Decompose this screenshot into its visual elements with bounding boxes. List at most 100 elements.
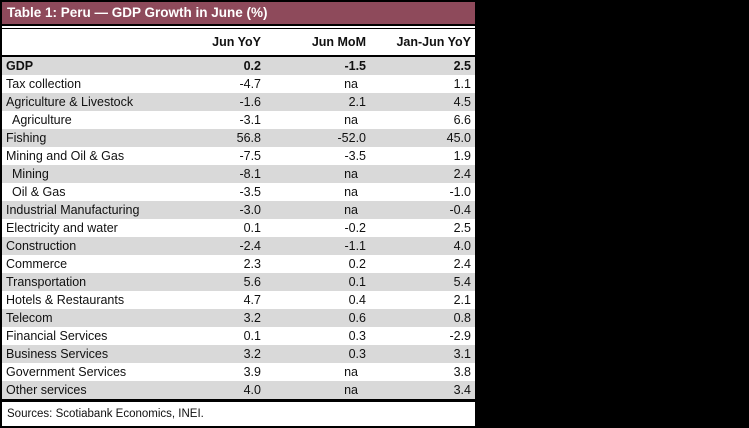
table-row: Fishing 56.8 -52.0 45.0 (2, 129, 475, 147)
row-value: 3.2 (243, 347, 261, 361)
column-header-jun-mom: Jun MoM (311, 35, 366, 49)
table-row: Mining -8.1 na 2.4 (2, 165, 475, 183)
row-value: -8.1 (239, 167, 261, 181)
row-label: Agriculture & Livestock (6, 95, 134, 109)
row-value: na (344, 203, 358, 217)
row-value: -2.9 (449, 329, 471, 343)
table-row: Agriculture & Livestock -1.6 2.1 4.5 (2, 93, 475, 111)
row-value: na (344, 185, 358, 199)
row-label: Construction (6, 239, 77, 253)
row-value: -1.0 (449, 185, 471, 199)
row-value: na (344, 365, 358, 379)
table-row: Telecom 3.2 0.6 0.8 (2, 309, 475, 327)
row-value: 45.0 (446, 131, 471, 145)
row-value: -0.4 (449, 203, 471, 217)
table-row: Construction -2.4 -1.1 4.0 (2, 237, 475, 255)
table-row: Business Services 3.2 0.3 3.1 (2, 345, 475, 363)
row-value: 1.1 (453, 77, 471, 91)
row-value: 56.8 (236, 131, 261, 145)
table-row: Electricity and water 0.1 -0.2 2.5 (2, 219, 475, 237)
row-label: Government Services (6, 365, 127, 379)
row-value: 0.2 (348, 257, 366, 271)
table-row: GDP 0.2 -1.5 2.5 (2, 57, 475, 75)
row-value: 2.1 (453, 293, 471, 307)
row-value: 2.4 (453, 257, 471, 271)
table-body: GDP 0.2 -1.5 2.5 Tax collection -4.7 na 1.1 Agri… (2, 57, 475, 399)
row-label: Oil & Gas (12, 185, 66, 199)
row-value: -3.1 (239, 113, 261, 127)
row-value: -4.7 (239, 77, 261, 91)
sources-note: Sources: Scotiabank Economics, INEI. (7, 408, 204, 420)
row-label: Fishing (6, 131, 47, 145)
row-value: -52.0 (337, 131, 367, 145)
row-value: 4.0 (453, 239, 471, 253)
table-row: Tax collection -4.7 na 1.1 (2, 75, 475, 93)
table-row: Other services 4.0 na 3.4 (2, 381, 475, 399)
row-value: 2.1 (348, 95, 366, 109)
row-label: Business Services (6, 347, 109, 361)
row-value: -3.5 (239, 185, 261, 199)
row-label: Financial Services (6, 329, 108, 343)
column-header-jun-yoy: Jun YoY (212, 35, 261, 49)
row-value: 1.9 (453, 149, 471, 163)
row-label: Hotels & Restaurants (6, 293, 125, 307)
row-value: na (344, 113, 358, 127)
table-row: Commerce 2.3 0.2 2.4 (2, 255, 475, 273)
row-label: Telecom (6, 311, 53, 325)
row-value: 5.6 (243, 275, 261, 289)
table-row: Oil & Gas -3.5 na -1.0 (2, 183, 475, 201)
row-value: 4.5 (453, 95, 471, 109)
row-value: 6.6 (453, 113, 471, 127)
row-value: na (344, 383, 358, 397)
row-label: Transportation (6, 275, 87, 289)
row-label: Mining (12, 167, 49, 181)
row-value: 0.4 (348, 293, 366, 307)
row-value: 2.5 (453, 221, 471, 235)
row-value: na (344, 77, 358, 91)
row-value: 3.1 (453, 347, 471, 361)
row-label: Industrial Manufacturing (6, 203, 140, 217)
row-label: Tax collection (6, 77, 82, 91)
row-value: 0.2 (243, 59, 261, 73)
footer-divider (2, 399, 475, 402)
row-value: 0.3 (348, 329, 366, 343)
row-label: Electricity and water (6, 221, 118, 235)
row-value: 0.8 (453, 311, 471, 325)
row-value: -3.5 (344, 149, 366, 163)
row-value: 3.9 (243, 365, 261, 379)
column-header-row: Jun YoY Jun MoM Jan-Jun YoY (2, 28, 475, 57)
table-row: Mining and Oil & Gas -7.5 -3.5 1.9 (2, 147, 475, 165)
row-value: 4.7 (243, 293, 261, 307)
row-value: 3.2 (243, 311, 261, 325)
row-label: Mining and Oil & Gas (6, 149, 125, 163)
row-value: -2.4 (239, 239, 261, 253)
table-row: Agriculture -3.1 na 6.6 (2, 111, 475, 129)
row-value: -7.5 (239, 149, 261, 163)
row-value: 0.3 (348, 347, 366, 361)
row-value: 4.0 (243, 383, 261, 397)
row-value: 2.4 (453, 167, 471, 181)
row-value: 0.6 (348, 311, 366, 325)
table-row: Financial Services 0.1 0.3 -2.9 (2, 327, 475, 345)
row-value: 3.4 (453, 383, 471, 397)
row-label: GDP (6, 59, 34, 73)
row-label: Other services (6, 383, 87, 397)
gdp-table-panel: Table 1: Peru — GDP Growth in June (%) J… (0, 0, 477, 428)
row-value: 2.3 (243, 257, 261, 271)
table-row: Transportation 5.6 0.1 5.4 (2, 273, 475, 291)
row-label: Agriculture (12, 113, 72, 127)
row-value: -0.2 (344, 221, 366, 235)
row-value: 5.4 (453, 275, 471, 289)
table-row: Hotels & Restaurants 4.7 0.4 2.1 (2, 291, 475, 309)
row-value: na (344, 167, 358, 181)
row-value: 0.1 (348, 275, 366, 289)
row-value: 2.5 (453, 59, 471, 73)
row-value: -1.6 (239, 95, 261, 109)
row-value: -1.1 (344, 239, 366, 253)
table-title: Table 1: Peru — GDP Growth in June (%) (2, 2, 475, 26)
row-value: 0.1 (243, 221, 261, 235)
column-header-jan-jun-yoy: Jan-Jun YoY (396, 35, 471, 49)
table-row: Industrial Manufacturing -3.0 na -0.4 (2, 201, 475, 219)
row-value: -1.5 (344, 59, 366, 73)
